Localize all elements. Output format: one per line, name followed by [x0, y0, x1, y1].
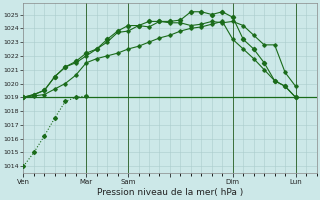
X-axis label: Pression niveau de la mer( hPa ): Pression niveau de la mer( hPa ) [97, 188, 243, 197]
